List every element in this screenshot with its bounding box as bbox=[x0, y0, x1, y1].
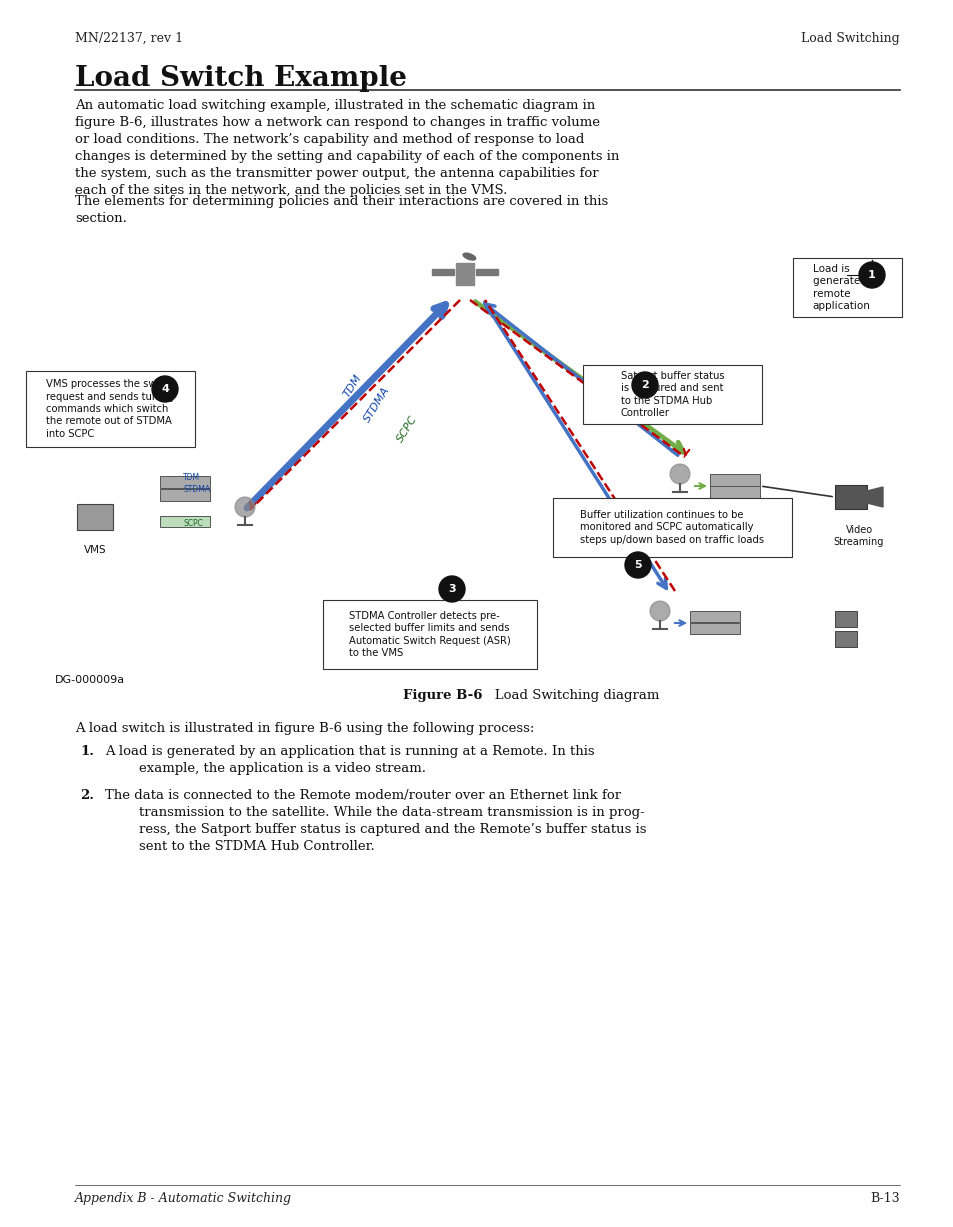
Bar bbox=[160, 490, 210, 501]
Text: TDM: TDM bbox=[183, 474, 200, 482]
FancyBboxPatch shape bbox=[323, 600, 537, 669]
Text: SCPC: SCPC bbox=[395, 413, 418, 444]
Text: DG-000009a: DG-000009a bbox=[55, 675, 125, 685]
Bar bbox=[432, 269, 454, 275]
Circle shape bbox=[631, 372, 658, 398]
Circle shape bbox=[438, 575, 464, 602]
Text: 5: 5 bbox=[634, 560, 641, 571]
Text: 2: 2 bbox=[640, 380, 648, 390]
Text: Appendix B - Automatic Switching: Appendix B - Automatic Switching bbox=[75, 1191, 292, 1205]
Bar bbox=[834, 631, 856, 647]
Text: VMS: VMS bbox=[84, 545, 106, 555]
Bar bbox=[456, 264, 474, 285]
Polygon shape bbox=[866, 487, 882, 507]
Text: Load Switch Example: Load Switch Example bbox=[75, 65, 407, 92]
Text: The elements for determining policies and their interactions are covered in this: The elements for determining policies an… bbox=[75, 195, 608, 225]
Bar bbox=[77, 504, 112, 530]
Circle shape bbox=[234, 497, 254, 517]
Bar bbox=[160, 515, 210, 526]
Text: STDMA: STDMA bbox=[361, 385, 391, 425]
Text: 1: 1 bbox=[867, 270, 875, 280]
Text: Satport buffer status
is captured and sent
to the STDMA Hub
Controller: Satport buffer status is captured and se… bbox=[620, 371, 723, 418]
FancyBboxPatch shape bbox=[26, 371, 194, 447]
Text: STDMA Controller detects pre-
selected buffer limits and sends
Automatic Switch : STDMA Controller detects pre- selected b… bbox=[349, 611, 511, 658]
Text: VMS processes the switch
request and sends tuning
commands which switch
the remo: VMS processes the switch request and sen… bbox=[46, 379, 175, 439]
FancyBboxPatch shape bbox=[553, 498, 791, 557]
Text: B-13: B-13 bbox=[869, 1191, 899, 1205]
Text: The data is connected to the Remote modem/router over an Ethernet link for
     : The data is connected to the Remote mode… bbox=[105, 789, 646, 853]
Text: Load Switching: Load Switching bbox=[801, 32, 899, 45]
Text: STDMA: STDMA bbox=[183, 486, 210, 494]
Text: A load is generated by an application that is running at a Remote. In this
     : A load is generated by an application th… bbox=[105, 745, 594, 775]
Circle shape bbox=[669, 464, 689, 483]
Ellipse shape bbox=[462, 253, 476, 260]
FancyBboxPatch shape bbox=[792, 258, 901, 317]
Text: MN/22137, rev 1: MN/22137, rev 1 bbox=[75, 32, 183, 45]
Text: Load is
generated by
remote
application: Load is generated by remote application bbox=[812, 264, 882, 312]
Text: Video
Streaming: Video Streaming bbox=[833, 525, 883, 546]
Text: TDM: TDM bbox=[341, 373, 363, 399]
Bar bbox=[476, 269, 497, 275]
Text: 2.: 2. bbox=[80, 789, 94, 802]
Text: A load switch is illustrated in figure B-6 using the following process:: A load switch is illustrated in figure B… bbox=[75, 721, 534, 735]
Text: Buffer utilization continues to be
monitored and SCPC automatically
steps up/dow: Buffer utilization continues to be monit… bbox=[579, 510, 763, 545]
Text: 3: 3 bbox=[448, 584, 456, 594]
Circle shape bbox=[649, 601, 669, 621]
Bar bbox=[160, 476, 210, 487]
Text: 1.: 1. bbox=[80, 745, 94, 758]
Text: SCPC: SCPC bbox=[183, 519, 203, 528]
Bar bbox=[834, 485, 866, 509]
Bar bbox=[689, 623, 740, 634]
FancyBboxPatch shape bbox=[582, 364, 761, 425]
Circle shape bbox=[152, 375, 178, 402]
Text: 4: 4 bbox=[161, 384, 169, 394]
Text: Load Switching diagram: Load Switching diagram bbox=[482, 690, 659, 702]
Text: An automatic load switching example, illustrated in the schematic diagram in
fig: An automatic load switching example, ill… bbox=[75, 99, 618, 198]
Circle shape bbox=[858, 263, 884, 288]
Bar bbox=[834, 611, 856, 627]
Bar bbox=[689, 611, 740, 622]
Bar bbox=[709, 486, 760, 497]
Circle shape bbox=[624, 552, 650, 578]
Bar bbox=[709, 475, 760, 486]
Text: Figure B-6: Figure B-6 bbox=[402, 690, 482, 702]
